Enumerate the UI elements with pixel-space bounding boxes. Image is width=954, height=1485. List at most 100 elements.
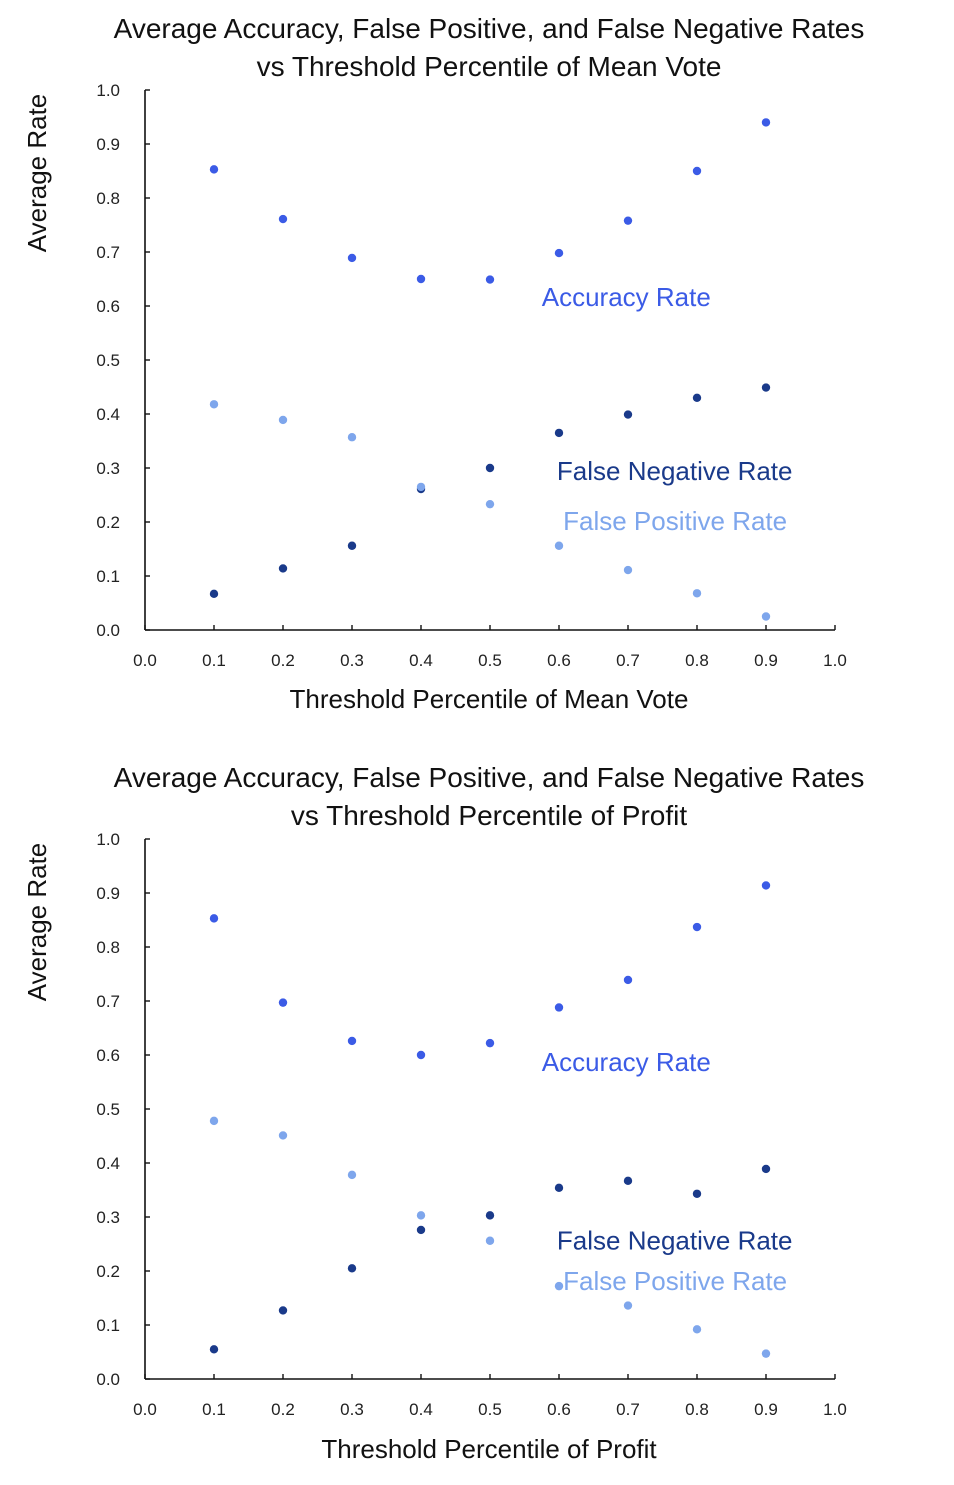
x-axis-label: Threshold Percentile of Profit	[321, 1434, 657, 1464]
x-tick-label: 0.4	[409, 1400, 433, 1419]
false-positive-point	[761, 612, 771, 621]
false-positive-point	[209, 1116, 219, 1126]
y-tick-label: 0.7	[96, 992, 120, 1011]
false-negative-point	[416, 1225, 426, 1235]
false-negative-point	[623, 410, 633, 419]
false-positive-point	[623, 1301, 633, 1310]
false-negative-point	[485, 1211, 495, 1220]
false-positive-point	[485, 499, 495, 509]
y-tick-label: 0.8	[96, 189, 120, 208]
y-tick-label: 0.3	[96, 1208, 120, 1227]
accuracy-point	[623, 216, 633, 225]
y-axis-label: Average Rate	[22, 94, 52, 253]
false-negative-point	[209, 1345, 219, 1354]
x-tick-label: 0.6	[547, 651, 571, 670]
x-axis-label: Threshold Percentile of Mean Vote	[290, 684, 689, 714]
false-positive-point	[209, 400, 219, 409]
false-negative-point	[347, 1264, 357, 1273]
y-tick-label: 1.0	[96, 81, 120, 100]
accuracy-point	[761, 881, 771, 890]
y-tick-label: 0.2	[96, 1262, 120, 1281]
x-tick-label: 0.1	[202, 1400, 226, 1419]
chart-profit-svg: Average Accuracy, False Positive, and Fa…	[22, 762, 865, 1464]
false-positive-point	[692, 589, 702, 598]
y-tick-label: 0.8	[96, 938, 120, 957]
accuracy-point	[209, 165, 219, 174]
x-tick-label: 0.4	[409, 651, 433, 670]
chart-title-line2: vs Threshold Percentile of Profit	[291, 800, 688, 831]
x-tick-label: 1.0	[823, 651, 847, 670]
x-tick-label: 0.5	[478, 1400, 502, 1419]
accuracy-point	[209, 914, 219, 923]
false-negative-point	[278, 1306, 288, 1315]
false-positive-point	[347, 433, 357, 442]
accuracy-annotation: Accuracy Rate	[542, 1047, 711, 1077]
y-tick-label: 0.1	[96, 1316, 120, 1335]
accuracy-point	[278, 214, 288, 224]
y-tick-label: 1.0	[96, 830, 120, 849]
false-positive-point	[416, 482, 426, 492]
false-negative-point	[209, 589, 219, 599]
false-positive-annotation: False Positive Rate	[563, 1266, 787, 1296]
y-axis-label: Average Rate	[22, 843, 52, 1002]
accuracy-point	[485, 275, 495, 284]
y-tick-label: 0.6	[96, 1046, 120, 1065]
y-tick-label: 0.9	[96, 884, 120, 903]
false-negative-annotation: False Negative Rate	[557, 456, 793, 486]
accuracy-point	[554, 248, 564, 258]
false-negative-point	[554, 1183, 564, 1193]
accuracy-point	[554, 1003, 564, 1012]
accuracy-point	[623, 975, 633, 985]
false-negative-point	[347, 541, 357, 550]
x-tick-label: 0.9	[754, 1400, 778, 1419]
y-tick-label: 0.5	[96, 1100, 120, 1119]
false-negative-point	[692, 393, 702, 402]
accuracy-point	[416, 1050, 426, 1060]
chart-mean-vote-svg: Average Accuracy, False Positive, and Fa…	[22, 13, 865, 714]
false-negative-point	[485, 463, 495, 473]
false-positive-annotation: False Positive Rate	[563, 506, 787, 536]
chart-profit: Average Accuracy, False Positive, and Fa…	[0, 745, 954, 1485]
y-tick-label: 0.9	[96, 135, 120, 154]
false-positive-point	[278, 415, 288, 425]
plot-area: 0.0 0.1 0.2 0.3 0.4 0.5 0.6 0.7 0.8 0.9 1.0 0.0 0.1 0…	[96, 830, 846, 1419]
y-tick-label: 0.4	[96, 405, 120, 424]
y-tick-label: 0.1	[96, 567, 120, 586]
false-positive-point	[692, 1325, 702, 1334]
x-tick-label: 0.1	[202, 651, 226, 670]
accuracy-point	[761, 118, 771, 127]
plot-area: 0.0 0.1 0.2 0.3 0.4 0.5 0.6 0.7 0.8 0.9 1.0 0.0 0.1 0…	[96, 81, 846, 670]
x-tick-label: 0.7	[616, 1400, 640, 1419]
false-negative-point	[761, 383, 771, 392]
y-tick-label: 0.3	[96, 459, 120, 478]
chart-mean-vote: Average Accuracy, False Positive, and Fa…	[0, 0, 954, 740]
x-tick-label: 0.3	[340, 651, 364, 670]
false-positive-point	[761, 1349, 771, 1358]
false-positive-point	[278, 1131, 288, 1140]
false-negative-point	[692, 1189, 702, 1198]
accuracy-point	[347, 1036, 357, 1046]
y-tick-label: 0.5	[96, 351, 120, 370]
accuracy-point	[692, 166, 702, 176]
accuracy-point	[692, 922, 702, 932]
false-positive-point	[347, 1170, 357, 1180]
x-tick-label: 1.0	[823, 1400, 847, 1419]
y-tick-label: 0.4	[96, 1154, 120, 1173]
false-negative-point	[278, 564, 288, 573]
x-tick-label: 0.0	[133, 651, 157, 670]
y-tick-label: 0.0	[96, 621, 120, 640]
x-tick-label: 0.0	[133, 1400, 157, 1419]
false-positive-point	[485, 1236, 495, 1245]
x-tick-label: 0.2	[271, 651, 295, 670]
x-tick-label: 0.9	[754, 651, 778, 670]
false-negative-annotation: False Negative Rate	[557, 1225, 793, 1255]
false-negative-point	[761, 1164, 771, 1174]
x-tick-label: 0.5	[478, 651, 502, 670]
chart-title-line1: Average Accuracy, False Positive, and Fa…	[114, 762, 865, 793]
false-positive-point	[554, 541, 564, 550]
false-negative-point	[554, 428, 564, 438]
chart-title-line1: Average Accuracy, False Positive, and Fa…	[114, 13, 865, 44]
false-positive-point	[416, 1211, 426, 1220]
chart-title-line2: vs Threshold Percentile of Mean Vote	[257, 51, 722, 82]
y-tick-label: 0.6	[96, 297, 120, 316]
